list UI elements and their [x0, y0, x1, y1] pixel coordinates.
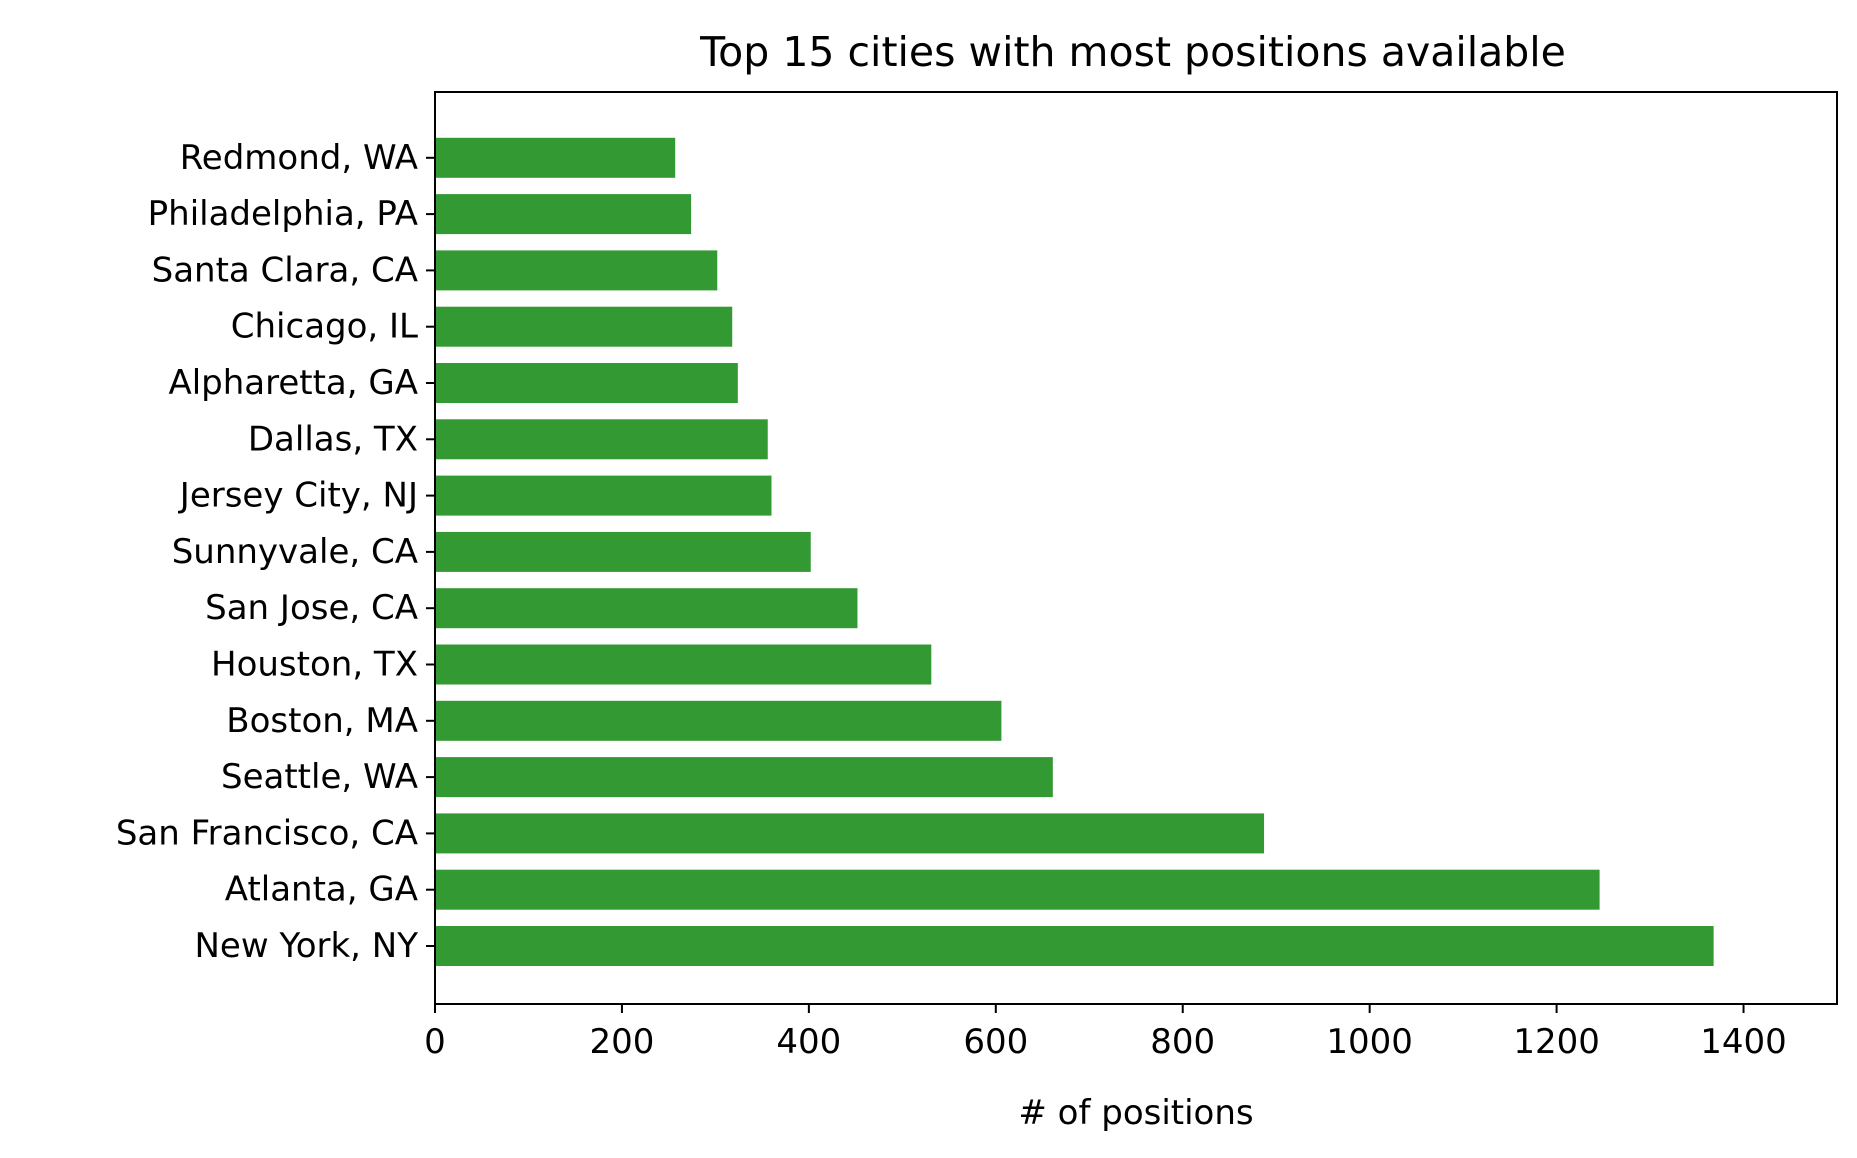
x-tick-label: 200 — [589, 1022, 654, 1062]
y-tick-label: San Francisco, CA — [116, 813, 418, 853]
bar — [435, 194, 692, 235]
x-tick-label: 800 — [1150, 1022, 1215, 1062]
bar — [435, 813, 1265, 854]
y-tick-label: Sunnyvale, CA — [172, 532, 418, 572]
y-axis: New York, NY Atlanta, GA San Francisco, CA… — [116, 138, 435, 966]
bars — [435, 137, 1714, 966]
bar — [435, 588, 858, 629]
y-tick-label: Chicago, IL — [231, 307, 418, 347]
y-tick-label: Dallas, TX — [248, 419, 418, 459]
y-tick-label: Redmond, WA — [180, 138, 418, 178]
bar — [435, 475, 772, 516]
bar — [435, 531, 811, 572]
y-tick-label: San Jose, CA — [205, 588, 418, 628]
bar — [435, 700, 1002, 741]
y-tick-label: Alpharetta, GA — [168, 363, 418, 403]
bar — [435, 869, 1600, 910]
bar — [435, 419, 768, 460]
y-tick-label: Seattle, WA — [221, 757, 418, 797]
y-tick-label: Philadelphia, PA — [148, 194, 418, 234]
chart-title: Top 15 cities with most positions availa… — [699, 28, 1566, 76]
bar — [435, 757, 1053, 798]
x-tick-label: 1200 — [1513, 1022, 1600, 1062]
y-tick-label: Santa Clara, CA — [152, 250, 418, 290]
y-tick-label: Houston, TX — [211, 645, 418, 685]
plot-frame — [434, 91, 1838, 1005]
x-tick-label: 1400 — [1700, 1022, 1787, 1062]
x-tick-label: 0 — [424, 1022, 446, 1062]
bar — [435, 926, 1714, 966]
x-axis-label: # of positions — [1018, 1093, 1253, 1133]
bar — [435, 137, 676, 178]
bar — [435, 250, 718, 291]
y-tick-label: Jersey City, NJ — [178, 476, 418, 516]
bar — [435, 363, 738, 403]
bar — [435, 644, 932, 685]
x-tick-label: 1000 — [1326, 1022, 1413, 1062]
bar — [435, 306, 733, 347]
y-tick-label: Atlanta, GA — [225, 870, 418, 910]
y-tick-label: Boston, MA — [226, 701, 418, 741]
y-tick-label: New York, NY — [194, 926, 418, 966]
x-axis: 0 200 400 600 800 1000 1200 1400 — [424, 1004, 1787, 1062]
x-tick-label: 400 — [776, 1022, 841, 1062]
x-tick-label: 600 — [963, 1022, 1028, 1062]
